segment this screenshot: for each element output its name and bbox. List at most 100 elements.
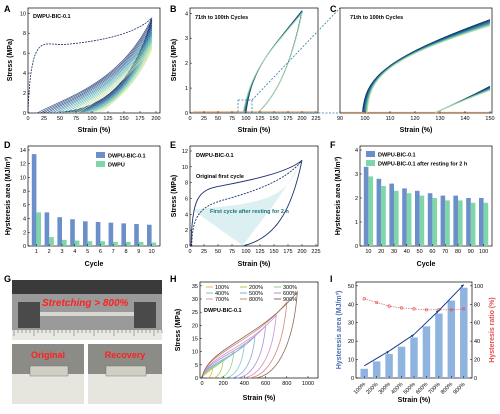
loading-curve xyxy=(365,23,491,114)
bar xyxy=(440,195,446,246)
bar xyxy=(121,223,126,246)
x-axis-label: Strain (%) xyxy=(78,127,111,134)
y-ticks: 0 1 2 3 4 xyxy=(355,148,362,250)
x-tick-label: 125 xyxy=(255,249,264,255)
legend-label: 700% xyxy=(215,297,229,303)
cycle-loop xyxy=(49,27,153,114)
y-tick-label: 6 xyxy=(23,51,26,57)
plot-frame xyxy=(189,7,319,114)
x-tick-label: 300% xyxy=(378,382,392,396)
y-tick-label: 3 xyxy=(185,36,188,42)
panel-a-title: DWPU-BIC-0.1 xyxy=(33,14,71,20)
y-tick-label: 10 xyxy=(182,165,188,171)
x-ticks: 0 200 400 600 800 1000 xyxy=(200,376,314,387)
y-tick-label: 10 xyxy=(20,175,26,181)
bar xyxy=(49,237,54,246)
area-bar xyxy=(397,346,406,378)
y-tick-label: 60 xyxy=(474,321,480,327)
cycle-loop xyxy=(40,20,153,114)
x-tick-label: 60 xyxy=(429,249,435,255)
bar xyxy=(445,200,450,246)
legend-label: DWPU-BIC-0.1 xyxy=(108,154,146,160)
legend-label: DWPU xyxy=(108,163,125,169)
strain-loop xyxy=(201,290,298,379)
ratio-line xyxy=(364,298,464,311)
loading-curve xyxy=(364,22,491,114)
panel-d: DWPU-BIC-0.1 DWPU 1 2 3 4 5 6 7 8 9 10 0246810121… xyxy=(5,145,161,268)
y-tick-label: 4 xyxy=(23,71,26,77)
cycle-loop xyxy=(71,43,153,114)
y2-axis-label: Hysteresis ratio (%) xyxy=(489,297,496,362)
y-tick-label: 2 xyxy=(185,228,188,234)
ratio-point xyxy=(462,307,466,311)
ratio-point xyxy=(412,307,416,311)
cycle-curves xyxy=(190,159,303,247)
x-tick-label: 9 xyxy=(137,249,140,255)
y-tick-label: 6 xyxy=(185,197,188,203)
trend-arrow xyxy=(388,334,415,352)
x-tick-label: 0 xyxy=(200,381,203,387)
legend-label: 300% xyxy=(283,285,297,291)
ratio-point xyxy=(399,306,404,310)
cycle-curves xyxy=(27,17,153,114)
cycle-loop xyxy=(61,36,153,114)
legend-swatch xyxy=(366,160,375,166)
x-tick-label: 200 xyxy=(297,116,306,122)
y-tick-label: 8 xyxy=(23,189,26,195)
y-ticks: 0 2 4 6 8 10 12 xyxy=(182,149,192,250)
y-tick-label: 40 xyxy=(474,339,480,345)
x-tick-label: 75 xyxy=(73,116,79,122)
x-tick-label: 0 xyxy=(188,116,191,122)
legend-label: 800% xyxy=(249,297,263,303)
y-tick-label: 8 xyxy=(23,31,26,37)
zoom-box xyxy=(237,99,253,114)
y-tick-label: 0 xyxy=(23,244,26,250)
x-axis-label: Strain (%) xyxy=(238,261,271,268)
area-bar xyxy=(460,287,468,378)
x-ticks: 0 25 50 75 100 125 150 175 200 225 xyxy=(188,244,321,255)
clamp-left xyxy=(18,302,40,328)
plot-frame xyxy=(359,145,493,247)
x-tick-label: 100% xyxy=(353,382,367,396)
loading-curve xyxy=(243,12,303,114)
y-tick-label: 50 xyxy=(348,284,354,290)
y-tick-label: 4 xyxy=(23,217,26,223)
bars xyxy=(31,154,157,246)
y-tick-label: 0 xyxy=(474,376,477,382)
x-tick-label: 800% xyxy=(440,382,454,396)
y-tick-label: 12 xyxy=(20,162,26,168)
y-tick-label: 5 xyxy=(195,363,198,369)
x-tick-label: 120 xyxy=(410,116,419,122)
bar xyxy=(57,217,62,246)
y-tick-label: 20 xyxy=(348,339,354,345)
bar xyxy=(70,219,75,246)
x-tick-label: 900% xyxy=(452,382,466,396)
x-tick-label: 40 xyxy=(404,249,410,255)
bar xyxy=(381,186,386,246)
legend: 100% 200% 300%400% 500% 600%700% 800% 900% xyxy=(206,285,297,303)
unloading-curve xyxy=(256,11,303,114)
panel-c: 71th to 100th Cycles 90 100 110 120 130 140 15… xyxy=(337,7,495,134)
x-tick-label: 10 xyxy=(365,249,371,255)
bar xyxy=(100,241,106,246)
x-tick-label: 3 xyxy=(60,249,63,255)
unloading-curve xyxy=(256,10,303,114)
area-bar xyxy=(360,368,368,378)
y-tick-label: 2 xyxy=(355,196,358,202)
cycle-loop xyxy=(74,46,153,114)
x-tick-label: 125 xyxy=(255,116,264,122)
area-bar xyxy=(372,361,381,378)
x-axis-label: Strain (%) xyxy=(398,397,431,404)
loading-curve xyxy=(242,12,303,114)
x-ticks: 0 25 50 75 100 125 150 175 200 225 xyxy=(188,111,321,122)
trend-arrow xyxy=(363,350,390,367)
panel-e-title: DWPU-BIC-0.1 xyxy=(196,153,234,159)
legend-swatch xyxy=(96,161,105,167)
x-tick-label: 130 xyxy=(435,116,444,122)
bar xyxy=(126,241,131,246)
y-tick-label: 4 xyxy=(185,212,188,218)
strain-loop xyxy=(201,300,288,379)
x-ticks: 1 2 3 4 5 6 7 8 9 10 xyxy=(35,244,155,255)
panel-letter-g: G xyxy=(4,274,11,284)
panel-letter-b: B xyxy=(170,4,177,14)
